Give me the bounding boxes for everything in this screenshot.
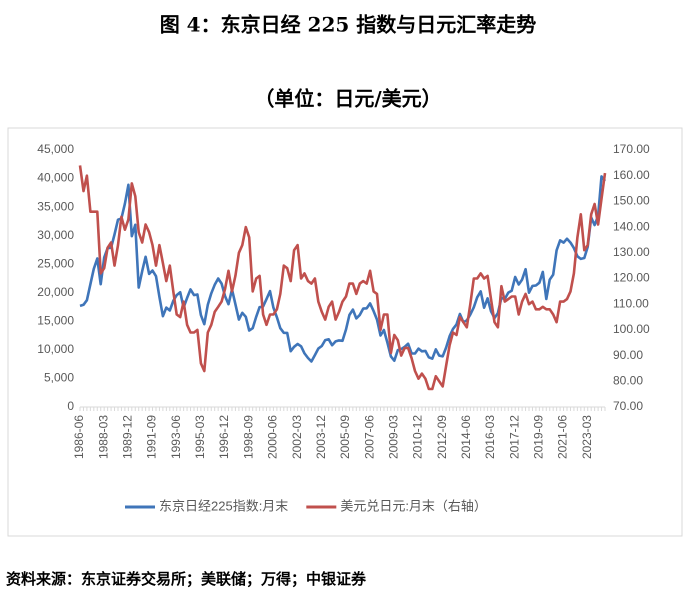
y2-tick-label: 140.00 <box>613 219 650 233</box>
x-tick-label: 1995-03 <box>193 415 207 459</box>
y2-tick-label: 90.00 <box>613 348 643 362</box>
x-tick-label: 2012-09 <box>435 415 449 459</box>
x-tick-label: 1996-12 <box>217 415 231 459</box>
y-tick-label: 45,000 <box>37 142 74 156</box>
x-tick-label: 2017-12 <box>507 415 521 459</box>
chart-title: 图 4：东京日经 225 指数与日元汇率走势 <box>160 13 537 37</box>
y2-tick-label: 160.00 <box>613 168 650 182</box>
y2-tick-label: 130.00 <box>613 245 650 259</box>
x-tick-label: 1993-06 <box>169 415 183 459</box>
y-tick-label: 30,000 <box>37 228 74 242</box>
chart-subtitle: （单位：日元/美元） <box>254 87 441 111</box>
y2-tick-label: 70.00 <box>613 399 643 413</box>
x-tick-label: 2021-06 <box>556 415 570 459</box>
y2-tick-label: 120.00 <box>613 271 650 285</box>
series-line <box>78 165 607 391</box>
y2-tick-label: 150.00 <box>613 194 650 208</box>
y-tick-label: 25,000 <box>37 256 74 270</box>
y-tick-label: 40,000 <box>37 171 74 185</box>
y-tick-label: 20,000 <box>37 285 74 299</box>
x-tick-label: 2023-03 <box>580 415 594 459</box>
y-tick-label: 10,000 <box>37 342 74 356</box>
x-tick-label: 2003-12 <box>314 415 328 459</box>
x-tick-label: 2019-09 <box>532 415 546 459</box>
x-tick-label: 1988-03 <box>96 415 110 459</box>
y-tick-label: 5,000 <box>44 371 74 385</box>
x-tick-label: 2005-09 <box>338 415 352 459</box>
y2-tick-label: 110.00 <box>613 296 649 310</box>
y2-tick-label: 80.00 <box>613 373 643 387</box>
y2-tick-label: 170.00 <box>613 142 650 156</box>
chart-frame <box>7 127 683 537</box>
legend-label: 东京日经225指数:月末 <box>159 498 288 513</box>
y-tick-label: 15,000 <box>37 314 74 328</box>
y-tick-label: 0 <box>67 399 74 413</box>
x-tick-label: 2010-12 <box>411 415 425 459</box>
x-tick-label: 2002-03 <box>290 415 304 459</box>
y-tick-label: 35,000 <box>37 199 74 213</box>
x-tick-label: 1989-12 <box>121 415 135 459</box>
x-tick-label: 1998-09 <box>241 415 255 459</box>
y2-tick-label: 100.00 <box>613 322 650 336</box>
x-tick-label: 1991-09 <box>145 415 159 459</box>
x-tick-label: 2016-03 <box>483 415 497 459</box>
x-tick-label: 2014-06 <box>459 415 473 459</box>
legend-label: 美元兑日元:月末（右轴） <box>340 498 487 513</box>
x-tick-label: 2000-06 <box>266 415 280 459</box>
series-line <box>79 175 607 363</box>
x-tick-label: 2007-06 <box>362 415 376 459</box>
source-note: 资料来源：东京证券交易所；美联储；万得；中银证券 <box>6 570 367 588</box>
x-tick-label: 1986-06 <box>72 415 86 459</box>
x-tick-label: 2009-03 <box>386 415 400 459</box>
